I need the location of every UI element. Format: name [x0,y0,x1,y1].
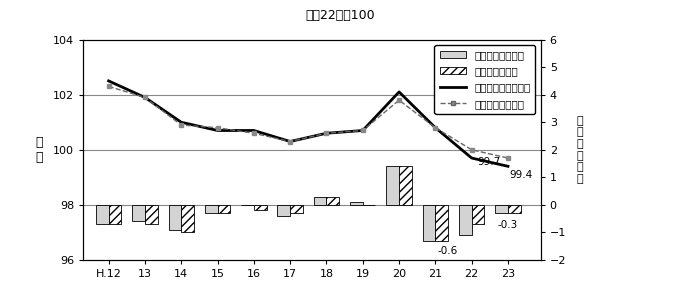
Text: -0.6: -0.6 [437,246,458,256]
総合指数（茨城県） [177,121,186,124]
Bar [277,205,290,216]
Bar [218,205,231,213]
総合指数（茨城県） [395,90,403,94]
Bar [326,197,339,205]
総合指数（全国） [431,126,439,129]
Bar [254,205,267,211]
Bar [423,205,435,241]
Text: 99.7: 99.7 [477,157,500,167]
総合指数（茨城県） [250,129,258,132]
Text: -0.3: -0.3 [497,220,517,230]
Bar [182,205,194,233]
Bar [205,205,218,213]
Bar [313,197,326,205]
Bar [145,205,158,224]
総合指数（全国） [395,98,403,102]
総合指数（全国） [214,126,222,129]
総合指数（茨城県） [141,96,149,99]
総合指数（全国） [286,140,294,143]
Bar [386,166,399,205]
Bar [508,205,521,213]
総合指数（全国） [105,85,113,88]
総合指数（全国） [322,131,330,135]
総合指数（茨城県） [358,129,367,132]
Bar [290,205,303,213]
Bar [435,205,448,241]
Bar [350,202,362,205]
Bar [459,205,472,235]
Y-axis label: 指
数: 指 数 [35,136,43,164]
総合指数（茨城県） [214,129,222,132]
Legend: 前年比（茨城県）, 前年比（全国）, 総合指数（茨城県）, 総合指数（全国）: 前年比（茨城県）, 前年比（全国）, 総合指数（茨城県）, 総合指数（全国） [435,45,535,114]
Text: 平成22年＝100: 平成22年＝100 [305,9,375,22]
Line: 総合指数（茨城県）: 総合指数（茨城県） [109,81,508,166]
Y-axis label: 前
年
比
（
％
）: 前 年 比 （ ％ ） [577,116,583,184]
総合指数（全国） [177,123,186,127]
総合指数（茨城県） [504,165,512,168]
総合指数（茨城県） [322,131,330,135]
総合指数（茨城県） [468,156,476,160]
総合指数（茨城県） [105,79,113,83]
総合指数（全国） [468,148,476,151]
Bar [109,205,121,224]
総合指数（全国） [141,96,149,99]
総合指数（全国） [358,129,367,132]
Bar [96,205,109,224]
総合指数（全国） [504,156,512,160]
Bar [169,205,182,230]
Bar [495,205,508,213]
Text: 99.4: 99.4 [510,170,533,180]
総合指数（茨城県） [286,140,294,143]
Bar [472,205,484,224]
Bar [399,166,412,205]
総合指数（全国） [250,131,258,135]
Line: 総合指数（全国）: 総合指数（全国） [107,84,510,160]
Bar [132,205,145,221]
総合指数（茨城県） [431,126,439,129]
